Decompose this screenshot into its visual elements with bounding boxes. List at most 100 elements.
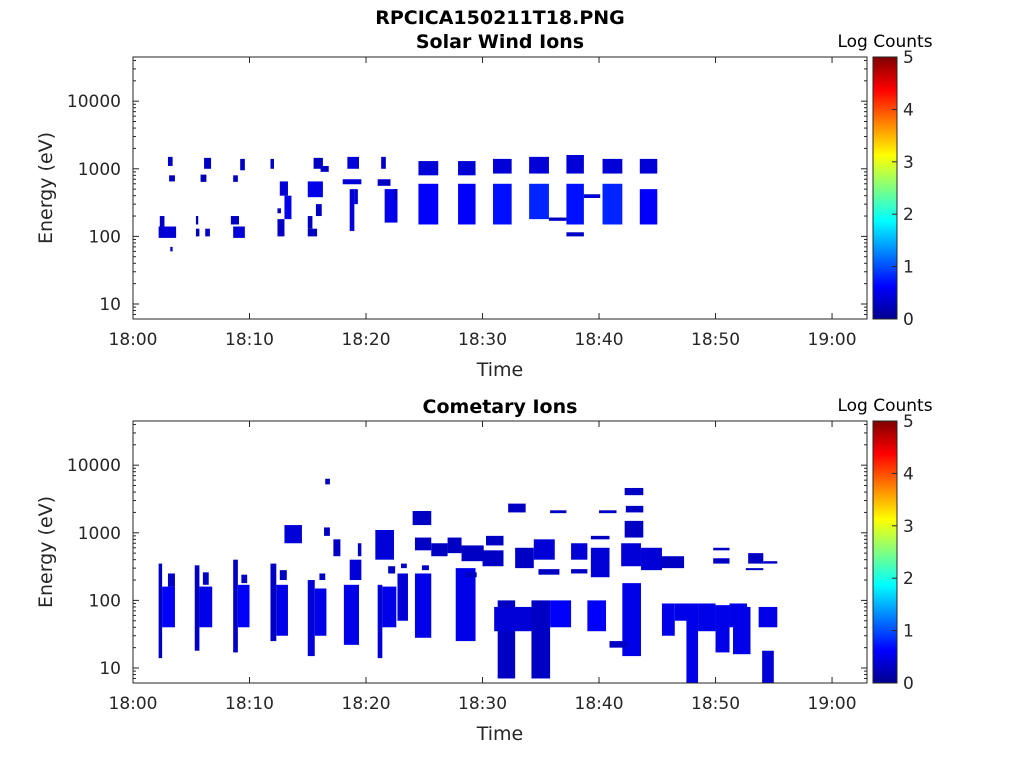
spectrogram-cell — [508, 503, 526, 513]
spectrogram-cell — [313, 157, 323, 169]
spectrogram-cell — [375, 529, 394, 560]
colorbar-tick-label: 1 — [903, 622, 914, 642]
spectrogram-cell — [320, 165, 329, 172]
spectrogram-cell — [431, 543, 448, 557]
spectrogram-cell — [624, 487, 644, 496]
colorbar-tick-label: 2 — [903, 569, 914, 589]
spectrogram-cell — [205, 228, 210, 237]
x-axis-label: Time — [476, 723, 524, 745]
y-tick-label: 100 — [89, 591, 121, 611]
x-tick-label: 18:50 — [691, 330, 740, 350]
panel-solar-wind: Solar Wind Ions Log Counts 1010010001000… — [35, 31, 933, 381]
spectrogram-cell — [200, 174, 207, 182]
spectrogram-cell — [279, 181, 288, 196]
spectrogram-cell — [493, 183, 512, 225]
spectrogram-cell — [550, 600, 572, 628]
spectrogram-cell — [640, 547, 662, 571]
spectrogram-cell — [566, 183, 584, 225]
spectrogram-cell — [609, 641, 627, 648]
colorbar-tick-label: 4 — [903, 100, 914, 120]
spectrogram-cell — [486, 535, 504, 546]
spectrogram-cell — [381, 156, 386, 169]
spectrogram-cell — [354, 189, 358, 205]
spectrogram-cell — [482, 550, 504, 567]
y-axis-ticks: 10 100 1000 10000 — [67, 423, 867, 684]
x-tick-label: 18:40 — [575, 330, 624, 350]
spectrogram-cell — [270, 563, 277, 642]
colorbar-ticks: 0 1 2 3 4 5 — [892, 48, 914, 330]
spectrogram-cell — [745, 568, 764, 571]
spectrogram-cell — [538, 569, 560, 575]
y-axis-label: Energy (eV) — [35, 132, 57, 244]
spectrogram-cell — [377, 584, 383, 659]
colorbar-tick-label: 2 — [903, 205, 914, 225]
spectrogram-cell — [202, 572, 209, 585]
colorbar-tick-label: 0 — [903, 674, 914, 694]
colorbar-ticks: 0 1 2 3 4 5 — [892, 412, 914, 694]
colorbar — [872, 56, 898, 320]
spectrogram-cell — [550, 510, 567, 514]
spectrogram-cell — [349, 189, 355, 232]
spectrogram-cell — [531, 600, 551, 679]
spectrogram-cell — [347, 156, 360, 169]
colorbar-tick-label: 0 — [903, 310, 914, 330]
spectrogram-cell — [167, 573, 175, 587]
spectrogram-cell — [233, 175, 238, 182]
spectrogram-cell — [515, 547, 534, 569]
spectrogram-cell — [414, 573, 432, 638]
spectrogram-cell — [307, 580, 315, 657]
spectrogram-cell — [624, 520, 644, 538]
colorbar-tick-label: 3 — [903, 517, 914, 537]
y-tick-label: 10000 — [67, 456, 121, 476]
spectrogram-cell — [602, 158, 623, 174]
spectrogram-cell — [324, 527, 330, 536]
x-tick-label: 18:50 — [691, 694, 740, 714]
spectrogram-cell — [377, 179, 391, 186]
spectrogram-cell — [412, 510, 432, 526]
spectrogram-cell — [279, 570, 287, 581]
spectrogram-cell — [388, 566, 396, 574]
spectrogram-cell — [240, 158, 245, 171]
colorbar — [872, 420, 898, 684]
spectrogram-cell — [400, 563, 407, 569]
y-tick-label: 1000 — [78, 524, 121, 544]
spectrogram-cell — [758, 606, 778, 628]
y-tick-label: 10 — [99, 659, 121, 679]
spectrogram-cell — [307, 181, 323, 198]
spectrogram-cell — [599, 510, 617, 514]
spectrogram-cell — [169, 175, 175, 182]
spectrogram-cell — [529, 156, 549, 174]
spectrogram-cell — [590, 547, 610, 578]
spectrogram-cell — [194, 565, 200, 651]
spectrogram-cell — [170, 246, 173, 252]
panel-cometary: Cometary Ions Log Counts 10100100010000 … — [35, 396, 933, 745]
spectrogram-cell — [277, 219, 285, 237]
x-tick-label: 18:00 — [109, 694, 158, 714]
spectrogram-cell — [625, 505, 644, 513]
spectrogram-cell — [621, 543, 641, 567]
panel-title: Cometary Ions — [423, 396, 578, 418]
spectrogram-cells — [158, 478, 778, 683]
spectrogram-cell — [548, 217, 567, 221]
spectrogram-cell — [421, 565, 429, 571]
colorbar-label: Log Counts — [837, 32, 932, 52]
y-axis-label: Energy (eV) — [35, 496, 57, 608]
spectrogram-cell — [713, 558, 730, 564]
colorbar-tick-label: 5 — [903, 412, 914, 432]
spectrogram-cell — [277, 208, 281, 214]
spectrogram-cell — [357, 543, 362, 557]
x-tick-label: 18:20 — [342, 694, 391, 714]
spectrogram-cell — [566, 154, 584, 174]
spectrogram-cell — [661, 603, 675, 636]
spectrogram-cell — [325, 478, 330, 485]
spectrogram-cell — [319, 573, 326, 581]
spectrogram-cell — [307, 216, 313, 229]
spectrogram-cells — [158, 154, 658, 252]
spectrogram-cell — [455, 568, 476, 642]
x-tick-label: 19:00 — [808, 330, 857, 350]
spectrogram-cell — [763, 561, 778, 564]
spectrogram-cell — [447, 537, 462, 554]
spectrogram-cell — [602, 183, 623, 225]
x-tick-label: 18:30 — [458, 694, 507, 714]
